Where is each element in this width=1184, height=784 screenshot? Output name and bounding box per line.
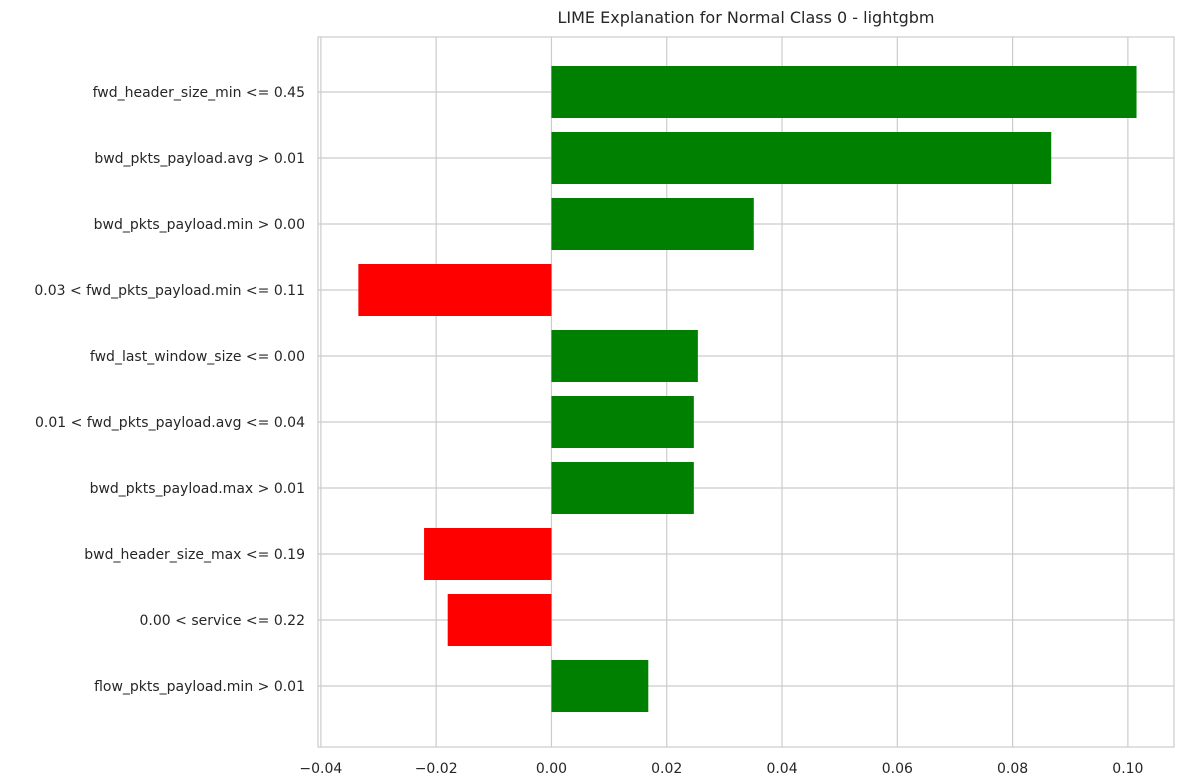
- y-tick-label: fwd_last_window_size <= 0.00: [90, 349, 305, 365]
- bar: [424, 528, 552, 580]
- bar: [551, 132, 1052, 184]
- bar: [551, 660, 649, 712]
- bars: [358, 66, 1137, 712]
- bar: [447, 594, 552, 646]
- bar: [551, 66, 1137, 118]
- x-tick-label: 0.08: [997, 761, 1028, 777]
- y-tick-label: 0.01 < fwd_pkts_payload.avg <= 0.04: [35, 415, 305, 431]
- bar: [358, 264, 552, 316]
- bar: [551, 198, 754, 250]
- y-tick-label: bwd_pkts_payload.max > 0.01: [90, 481, 305, 497]
- plot-area-frame: [317, 36, 1175, 748]
- y-tick-labels: fwd_header_size_min <= 0.45 bwd_pkts_payl…: [34, 85, 305, 695]
- bar: [551, 396, 694, 448]
- chart-title: LIME Explanation for Normal Class 0 - li…: [557, 8, 934, 27]
- bar: [551, 462, 694, 514]
- x-tick-label: −0.02: [415, 761, 458, 777]
- y-tick-label: bwd_pkts_payload.min > 0.00: [94, 217, 305, 233]
- y-tick-label: bwd_header_size_max <= 0.19: [84, 547, 305, 563]
- y-tick-label: flow_pkts_payload.min > 0.01: [94, 679, 305, 695]
- x-tick-label: −0.04: [299, 761, 342, 777]
- y-tick-label: 0.00 < service <= 0.22: [140, 613, 305, 629]
- x-tick-label: 0.00: [536, 761, 567, 777]
- x-tick-label: 0.10: [1112, 761, 1143, 777]
- y-tick-label: fwd_header_size_min <= 0.45: [93, 85, 305, 101]
- y-tick-label: bwd_pkts_payload.avg > 0.01: [94, 151, 305, 167]
- bar: [551, 330, 698, 382]
- x-tick-labels: −0.04 −0.02 0.00 0.02 0.04 0.06 0.08 0.10: [299, 761, 1143, 777]
- x-tick-label: 0.06: [882, 761, 913, 777]
- x-tick-label: 0.04: [766, 761, 797, 777]
- y-tick-label: 0.03 < fwd_pkts_payload.min <= 0.11: [34, 283, 305, 299]
- x-tick-label: 0.02: [651, 761, 682, 777]
